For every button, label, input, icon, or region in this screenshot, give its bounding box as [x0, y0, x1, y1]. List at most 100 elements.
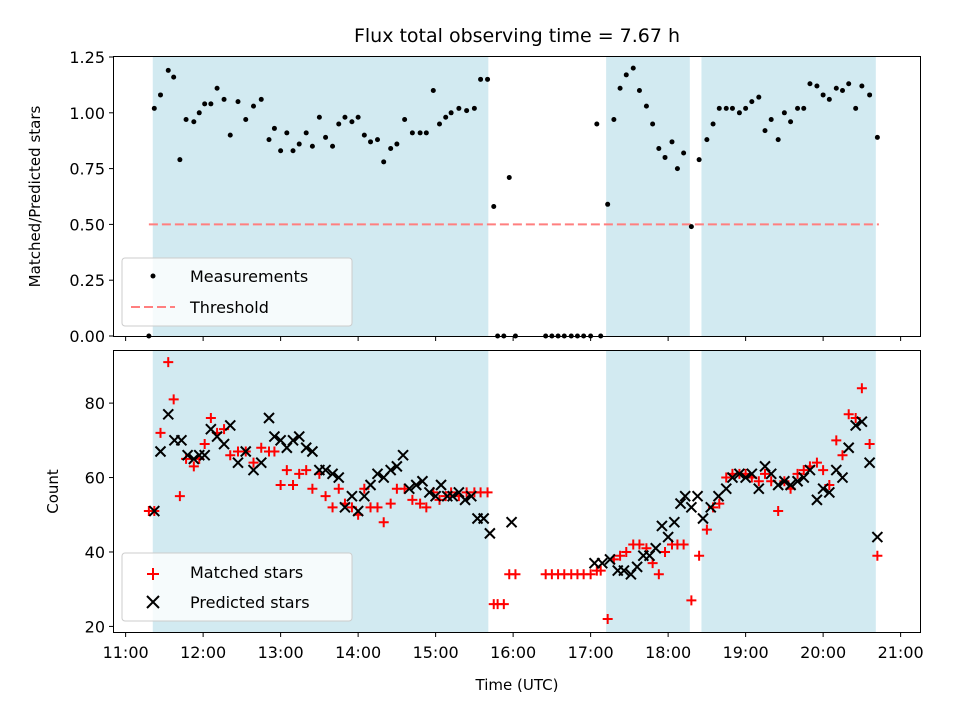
matched-star-point	[385, 498, 396, 509]
predicted-star-point	[465, 490, 477, 502]
predicted-star-point	[842, 442, 855, 454]
predicted-star-point	[733, 468, 746, 480]
matched-star-point	[843, 409, 854, 420]
measurement-point	[355, 114, 361, 120]
predicted-star-point	[358, 490, 371, 502]
matched-star-point	[168, 394, 179, 405]
measurement-point	[388, 146, 394, 152]
measurement-point	[756, 94, 762, 100]
predicted-star-point	[391, 460, 403, 473]
measurement-point	[409, 130, 415, 136]
measurement-point	[177, 157, 183, 163]
measurement-point	[284, 130, 290, 136]
matched-star-point	[510, 569, 521, 580]
measurement-point	[191, 119, 197, 125]
measurement-point	[636, 87, 642, 93]
predicted-star-point	[175, 434, 188, 447]
measurement-point	[278, 148, 284, 154]
measurement-point	[309, 143, 315, 149]
predicted-star-point	[240, 445, 252, 458]
measurement-point	[650, 121, 656, 127]
predicted-star-point	[181, 449, 194, 461]
measurement-point	[437, 121, 442, 127]
predicted-star-point	[650, 542, 662, 554]
matched-star-point	[333, 483, 344, 494]
top-y-tick-label: 1.25	[69, 48, 105, 67]
measurement-point	[243, 116, 249, 122]
predicted-legend-label: Predicted stars	[190, 593, 310, 612]
predicted-star-point	[849, 419, 862, 432]
measurement-point	[716, 105, 722, 111]
measurement-point	[491, 204, 497, 210]
measurement-point	[826, 96, 832, 102]
measurement-point	[729, 105, 735, 111]
matched-star-point	[225, 450, 236, 461]
measurement-point	[723, 105, 729, 111]
measurement-point	[867, 92, 873, 98]
measurements-series	[146, 65, 880, 339]
matched-star-point	[837, 450, 848, 461]
measurement-point	[271, 125, 277, 131]
predicted-star-point	[836, 471, 849, 484]
measurement-point	[605, 201, 611, 207]
top-shaded-interval	[701, 57, 876, 336]
matched-star-point	[753, 476, 764, 487]
measurement-point	[330, 143, 336, 149]
matched-star-point	[407, 494, 418, 505]
matched-star-point	[686, 595, 697, 606]
matched-star-point	[864, 439, 875, 450]
measurement-point	[710, 121, 716, 127]
predicted-star-point	[148, 505, 161, 517]
predicted-star-point	[811, 494, 823, 506]
measurement-point	[768, 116, 774, 122]
predicted-star-point	[691, 490, 704, 502]
matched-legend-marker	[147, 568, 159, 580]
measurement-point	[158, 92, 163, 98]
measurement-point	[840, 87, 845, 93]
measurement-point	[290, 148, 296, 154]
measurement-point	[594, 121, 600, 127]
measurement-point	[820, 92, 826, 98]
measurements-legend-marker	[150, 273, 156, 279]
measurement-point	[316, 114, 322, 120]
predicted-star-point	[371, 468, 384, 480]
predicted-star-point	[823, 486, 836, 499]
top-legend-frame	[121, 257, 353, 327]
predicted-star-point	[459, 494, 471, 506]
predicted-star-point	[232, 456, 244, 469]
matched-star-point	[163, 357, 174, 368]
measurement-point	[417, 130, 423, 136]
predicted-star-point	[618, 564, 630, 577]
predicted-legend-marker	[146, 595, 160, 609]
measurement-point	[165, 67, 171, 73]
predicted-star-point	[306, 445, 319, 458]
matched-star-point	[256, 442, 267, 453]
matched-star-point	[831, 435, 842, 446]
measurement-point	[303, 130, 309, 136]
matched-star-point	[653, 569, 664, 580]
measurement-point	[448, 110, 454, 116]
predicted-star-point	[397, 449, 409, 461]
measurement-point	[381, 159, 387, 165]
predicted-star-point	[753, 483, 765, 495]
predicted-star-point	[435, 479, 447, 491]
matched-star-point	[811, 457, 822, 468]
top-y-tick-label: 0.50	[69, 215, 105, 234]
measurement-point	[361, 132, 367, 138]
measurement-point	[296, 141, 302, 147]
bottom-y-tick-label: 40	[85, 543, 105, 562]
predicted-star-point	[656, 520, 668, 532]
measurement-point	[674, 166, 680, 172]
measurement-point	[874, 134, 880, 140]
top-legend: Measurements Threshold	[121, 257, 353, 327]
x-tick-label: 13:00	[258, 643, 304, 662]
predicted-stars-series	[148, 408, 884, 581]
matched-star-point	[595, 565, 606, 576]
matched-legend-label: Matched stars	[190, 563, 303, 582]
measurement-point	[221, 96, 227, 102]
x-tick-label: 21:00	[878, 643, 924, 662]
measurement-point	[743, 105, 749, 111]
predicted-star-point	[300, 442, 312, 454]
predicted-star-point	[604, 553, 616, 566]
measurement-point	[266, 137, 272, 143]
